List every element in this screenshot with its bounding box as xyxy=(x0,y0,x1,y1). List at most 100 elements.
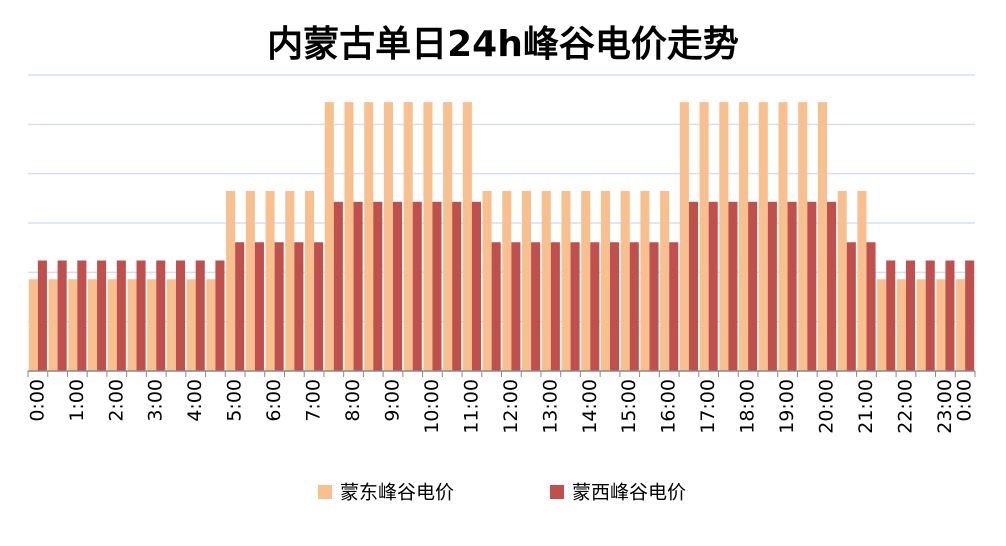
x-tick-label: 12:00 xyxy=(500,379,522,434)
bar xyxy=(68,279,78,371)
chart-title: 内蒙古单日24h峰谷电价走势 xyxy=(267,24,739,65)
bar xyxy=(97,260,107,371)
x-tick-label: 8:00 xyxy=(342,379,364,422)
bar xyxy=(57,260,67,371)
bar xyxy=(245,190,255,371)
x-tick-label: 20:00 xyxy=(816,379,838,434)
bar xyxy=(147,279,157,371)
bar xyxy=(936,279,946,371)
bar xyxy=(660,190,670,371)
bar xyxy=(798,102,808,371)
x-tick-label: 0:00 xyxy=(954,379,976,422)
bar xyxy=(324,102,334,371)
x-tick-label: 14:00 xyxy=(579,379,601,434)
bar xyxy=(590,242,600,371)
bar xyxy=(767,201,777,371)
bar xyxy=(403,102,413,371)
bar xyxy=(522,190,532,371)
bar xyxy=(541,190,551,371)
bar xyxy=(846,242,856,371)
bar xyxy=(640,190,650,371)
bar xyxy=(956,279,966,371)
x-tick-label: 19:00 xyxy=(776,379,798,434)
bar xyxy=(285,190,295,371)
bar xyxy=(364,102,374,371)
bar xyxy=(502,190,512,371)
bar xyxy=(344,102,354,371)
bar xyxy=(886,260,896,371)
bar xyxy=(620,190,630,371)
legend-swatch xyxy=(318,485,332,499)
bar xyxy=(462,102,472,371)
bar xyxy=(274,242,284,371)
bar xyxy=(925,260,935,371)
bar xyxy=(77,260,87,371)
bar xyxy=(758,102,768,371)
bar xyxy=(353,201,363,371)
bar xyxy=(195,260,205,371)
bar xyxy=(373,201,383,371)
bar xyxy=(254,242,264,371)
bar xyxy=(215,260,225,371)
bar xyxy=(817,102,828,371)
bar xyxy=(600,190,611,371)
bar xyxy=(905,260,916,371)
bar xyxy=(432,201,442,371)
bar xyxy=(294,242,304,371)
bar xyxy=(511,242,521,371)
bar xyxy=(857,190,867,371)
bar xyxy=(235,242,245,371)
bar xyxy=(443,102,453,371)
legend-label: 蒙西峰谷电价 xyxy=(572,482,686,504)
x-tick-label: 16:00 xyxy=(658,379,680,434)
bar xyxy=(226,190,236,371)
bar xyxy=(719,102,729,371)
bar xyxy=(866,242,876,371)
bar xyxy=(304,190,315,371)
bar xyxy=(452,201,462,371)
bar xyxy=(392,201,403,371)
x-tick-label: 21:00 xyxy=(855,379,877,434)
x-tick-label: 7:00 xyxy=(303,379,325,422)
bar xyxy=(561,190,571,371)
x-tick-label: 17:00 xyxy=(697,379,719,434)
x-tick-label: 5:00 xyxy=(224,379,246,422)
x-tick-label: 6:00 xyxy=(263,379,285,422)
bar xyxy=(471,201,481,371)
bar xyxy=(136,260,146,371)
bar xyxy=(748,201,758,371)
bar xyxy=(570,242,580,371)
bar xyxy=(482,190,492,371)
bar xyxy=(581,190,591,371)
bar xyxy=(333,201,343,371)
bar xyxy=(37,260,47,371)
bar xyxy=(491,242,501,371)
bar xyxy=(314,242,324,371)
x-tick-label: 9:00 xyxy=(381,379,403,422)
bar xyxy=(649,242,659,371)
bar xyxy=(107,279,117,371)
bar xyxy=(679,102,689,371)
x-tick-label: 0:00 xyxy=(26,379,48,422)
bar xyxy=(87,279,98,371)
bar xyxy=(383,102,393,371)
legend-swatch xyxy=(550,485,564,499)
bar xyxy=(127,279,137,371)
bar xyxy=(778,102,788,371)
x-tick-label: 22:00 xyxy=(894,379,916,434)
x-tick-label: 13:00 xyxy=(539,379,561,434)
bar xyxy=(116,260,126,371)
bar xyxy=(265,190,275,371)
bar xyxy=(423,102,433,371)
x-tick-label: 15:00 xyxy=(618,379,640,434)
bar xyxy=(787,201,797,371)
bar xyxy=(708,201,718,371)
bar xyxy=(877,279,887,371)
bar xyxy=(166,279,176,371)
bar xyxy=(965,260,975,371)
bar xyxy=(550,242,560,371)
bar xyxy=(945,260,955,371)
bar xyxy=(827,201,837,371)
bar xyxy=(669,242,679,371)
